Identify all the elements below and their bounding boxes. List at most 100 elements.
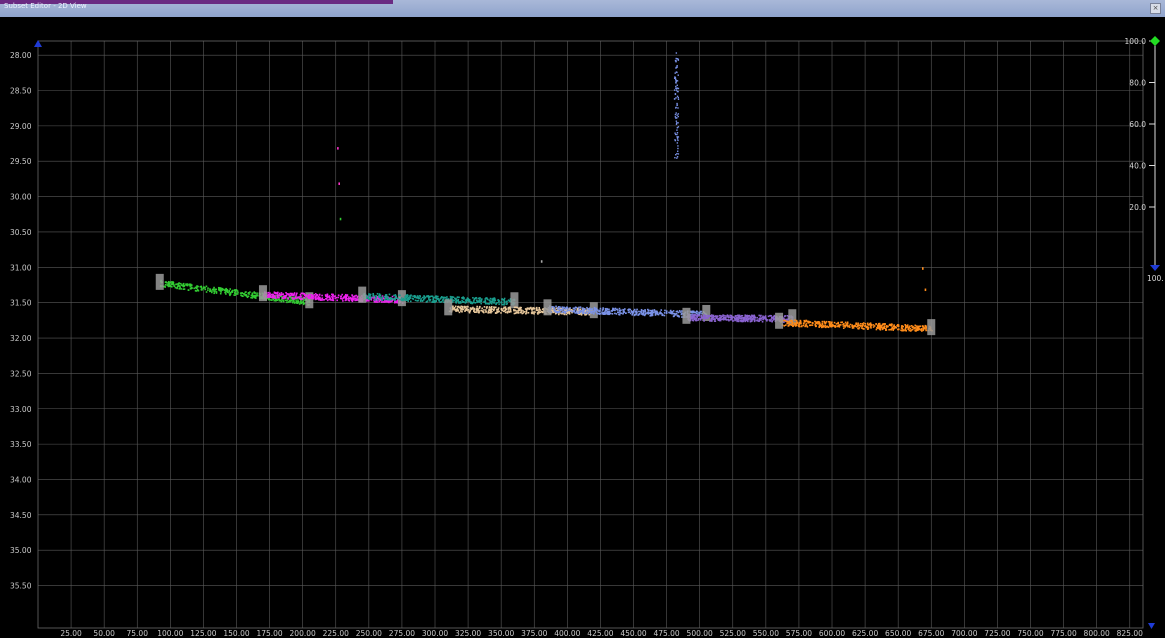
point — [242, 292, 245, 295]
point — [855, 322, 857, 325]
point — [244, 291, 247, 294]
plot-canvas[interactable]: 25.00 50.00 75.00 100.00 125.00 150.00 175.00 2… — [0, 17, 1165, 638]
point — [690, 317, 692, 320]
point — [574, 308, 576, 311]
point — [859, 322, 862, 325]
point — [220, 291, 222, 293]
segment-end-handle[interactable] — [258, 285, 267, 302]
point — [593, 309, 596, 312]
point — [490, 310, 492, 312]
point — [717, 317, 720, 320]
point-cloud-segment[interactable] — [444, 299, 598, 319]
point-cloud-segment[interactable] — [155, 273, 314, 309]
segment-end-handle[interactable] — [543, 299, 552, 316]
point — [918, 327, 920, 330]
point — [391, 297, 394, 300]
segment-end-handle[interactable] — [927, 319, 936, 336]
point — [743, 317, 746, 319]
point — [317, 298, 320, 300]
point — [455, 309, 458, 311]
point — [727, 318, 730, 321]
gauge-bottom-marker-icon[interactable] — [1150, 265, 1160, 271]
point — [804, 324, 807, 326]
point — [229, 288, 232, 290]
point — [295, 299, 297, 301]
outlier-point — [676, 126, 679, 129]
point — [463, 297, 465, 299]
segment-end-handle[interactable] — [305, 292, 314, 309]
gauge-top-marker-icon[interactable] — [1150, 41, 1160, 46]
point — [402, 297, 405, 300]
point — [374, 297, 377, 300]
point — [379, 299, 382, 302]
point — [532, 307, 535, 309]
plot-viewport[interactable]: 25.00 50.00 75.00 100.00 125.00 150.00 175.00 2… — [0, 17, 1165, 638]
point — [857, 323, 859, 326]
point — [217, 286, 220, 289]
point — [581, 307, 584, 310]
point — [578, 312, 581, 314]
point — [636, 308, 638, 311]
point — [350, 299, 353, 301]
point — [288, 299, 291, 302]
segment-end-handle[interactable] — [358, 286, 367, 303]
point — [731, 317, 733, 320]
point — [618, 309, 621, 312]
point — [394, 298, 396, 300]
point — [653, 311, 655, 314]
point — [331, 297, 334, 300]
point — [492, 297, 495, 300]
segment-end-handle[interactable] — [444, 299, 453, 316]
point — [459, 307, 462, 310]
point-cloud-segment[interactable] — [775, 312, 936, 336]
segment-end-handle[interactable] — [155, 273, 164, 290]
y-tick-label: 31.50 — [10, 299, 32, 308]
down-arrow-icon[interactable] — [1148, 623, 1155, 629]
segment-end-handle[interactable] — [702, 304, 711, 321]
outlier-point — [674, 77, 677, 79]
point — [180, 284, 183, 286]
point — [885, 327, 887, 330]
segment-end-handle[interactable] — [682, 307, 691, 324]
point — [551, 305, 553, 308]
point-cloud-segment[interactable] — [358, 286, 519, 309]
point — [623, 311, 626, 313]
point — [495, 303, 497, 306]
point — [256, 295, 258, 297]
point — [527, 311, 530, 314]
point — [671, 311, 673, 313]
point — [531, 311, 533, 313]
point — [335, 296, 338, 299]
segment-end-handle[interactable] — [510, 292, 519, 309]
point-cloud-segment[interactable] — [258, 285, 406, 307]
segment-end-handle[interactable] — [775, 312, 784, 329]
point — [201, 288, 203, 290]
up-arrow-icon[interactable] — [34, 40, 42, 47]
point — [826, 325, 829, 328]
point — [288, 295, 291, 297]
point-cloud-segment[interactable] — [682, 307, 797, 326]
point — [280, 293, 283, 296]
point — [213, 292, 215, 295]
point — [431, 301, 433, 303]
gauge-top-marker-icon[interactable] — [1150, 36, 1160, 41]
point — [869, 323, 872, 326]
point — [579, 311, 582, 313]
point — [405, 294, 408, 297]
point — [692, 319, 695, 322]
close-icon[interactable]: × — [1150, 3, 1161, 14]
point — [563, 310, 566, 313]
point — [279, 299, 282, 302]
point — [347, 297, 350, 300]
outlier-point — [674, 72, 676, 74]
point — [563, 309, 566, 312]
point — [727, 316, 730, 319]
point — [460, 310, 462, 312]
segment-end-handle[interactable] — [788, 309, 797, 326]
point — [719, 319, 722, 321]
segment-end-handle[interactable] — [589, 302, 598, 319]
point — [403, 298, 406, 301]
y-tick-label: 35.50 — [10, 582, 32, 591]
point — [881, 328, 884, 330]
point — [754, 316, 757, 319]
